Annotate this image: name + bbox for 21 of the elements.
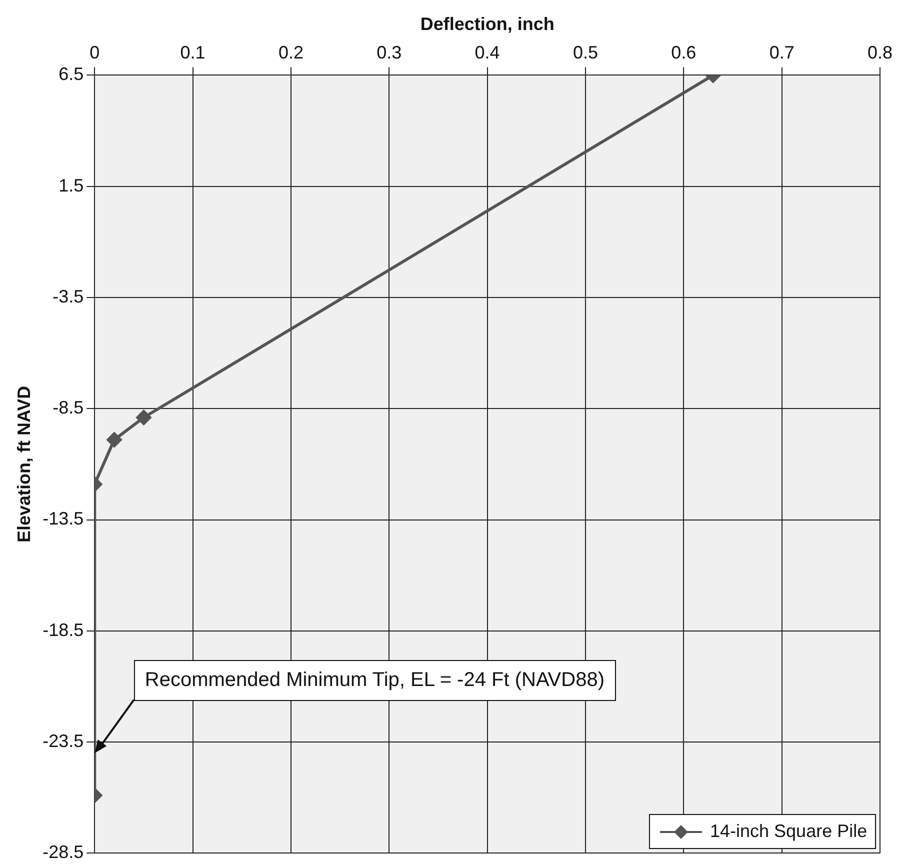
- x-tick-label: 0.4: [474, 42, 500, 62]
- y-axis-title: Elevation, ft NAVD: [14, 386, 34, 543]
- x-tick-label: 0.1: [180, 42, 206, 62]
- y-tick-label: 6.5: [58, 64, 84, 84]
- x-tick-label: 0: [90, 42, 100, 62]
- annotation: Recommended Minimum Tip, EL = -24 Ft (NAVD88): [134, 660, 616, 701]
- y-tick-label: -13.5: [42, 508, 84, 529]
- x-tick-label: 0.6: [671, 42, 696, 62]
- y-tick-label: -23.5: [42, 731, 84, 752]
- x-tick-label: 0.8: [867, 42, 893, 62]
- x-axis-title: Deflection, inch: [420, 14, 554, 34]
- x-tick-label: 0.2: [278, 42, 304, 62]
- y-tick-label: -3.5: [52, 286, 84, 306]
- y-tick-label: 1.5: [58, 175, 84, 196]
- x-tick-label: 0.3: [376, 42, 402, 62]
- y-tick-label: -8.5: [52, 398, 84, 418]
- y-tick-label: -28.5: [42, 842, 84, 862]
- legend-label: 14-inch Square Pile: [710, 821, 868, 842]
- x-tick-label: 0.7: [769, 42, 794, 62]
- x-tick-label: 0.5: [572, 42, 598, 62]
- y-tick-label: -18.5: [42, 620, 84, 640]
